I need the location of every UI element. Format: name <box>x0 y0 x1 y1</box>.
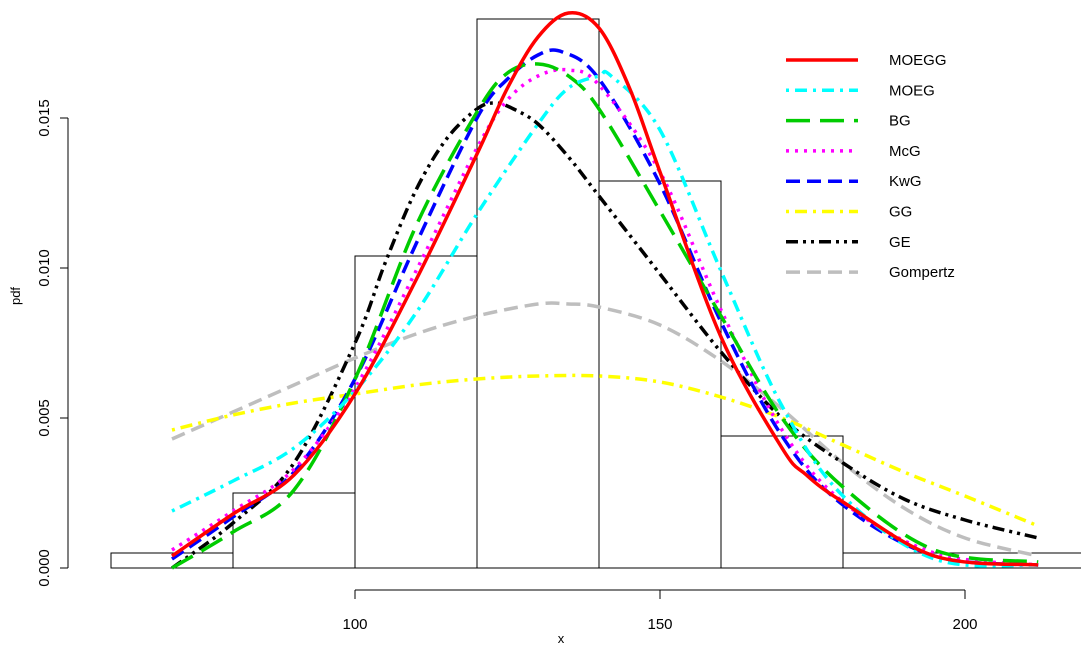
axes: 100 150 200 x 0.000 0.005 0.010 0.015 pdf <box>8 99 978 646</box>
y-tick-label: 0.000 <box>36 549 53 587</box>
x-tick-label: 200 <box>952 616 977 633</box>
histogram-bar-3 <box>354 255 478 569</box>
legend-label-moeg: MOEG <box>889 82 935 99</box>
curve-gg <box>171 373 1039 528</box>
curve-moegg <box>171 10 1039 567</box>
legend-label-gompertz: Gompertz <box>889 264 955 281</box>
y-axis-title: pdf <box>8 287 23 305</box>
curve-moeg <box>171 69 1039 568</box>
legend: MOEGG MOEG BG McG KwG GG GE Gompertz <box>786 52 955 281</box>
curve-mcg <box>171 67 1039 567</box>
curve-ge <box>170 101 1039 570</box>
histogram-bar-6 <box>720 435 844 569</box>
histogram-bar-5 <box>598 180 722 569</box>
histogram <box>110 18 1081 569</box>
y-tick-label: 0.010 <box>36 249 53 287</box>
curve-bg <box>171 62 1039 570</box>
curve-gompertz <box>171 301 1039 558</box>
histogram-bar-4 <box>476 18 600 569</box>
x-tick-label: 100 <box>342 616 367 633</box>
y-tick-label: 0.005 <box>36 399 53 437</box>
legend-label-gg: GG <box>889 204 912 221</box>
x-tick-label: 150 <box>647 616 672 633</box>
y-tick-label: 0.015 <box>36 99 53 137</box>
legend-label-kwg: KwG <box>889 173 922 190</box>
legend-label-moegg: MOEGG <box>889 52 947 69</box>
density-curves <box>170 10 1039 570</box>
legend-label-ge: GE <box>889 234 911 251</box>
x-axis-title: x <box>558 631 565 646</box>
curve-kwg <box>171 48 1039 567</box>
legend-label-mcg: McG <box>889 143 921 160</box>
legend-label-bg: BG <box>889 113 911 130</box>
